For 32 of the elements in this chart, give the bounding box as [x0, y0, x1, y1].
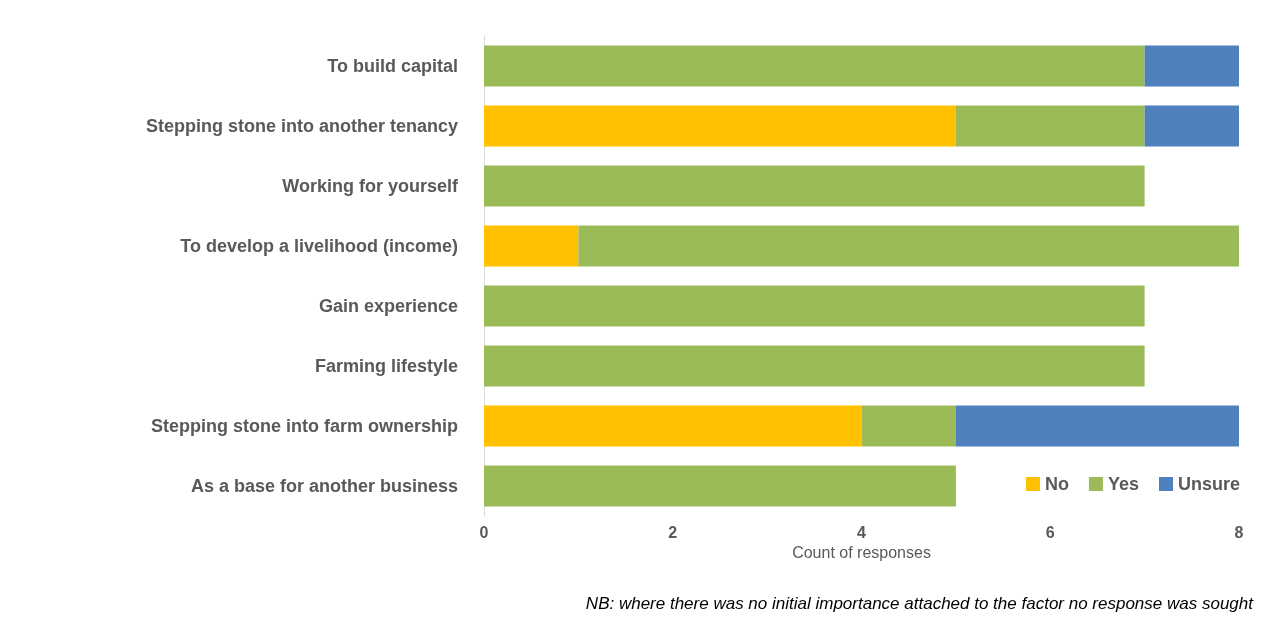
- bar: [1144, 45, 1239, 87]
- bar: [484, 105, 956, 147]
- x-tick-label: 4: [857, 523, 867, 541]
- y-tick-label: As a base for another business: [190, 476, 458, 496]
- legend-label: Yes: [1107, 474, 1139, 494]
- y-tick-label: Stepping stone into another tenancy: [145, 116, 458, 136]
- x-tick-label: 2: [668, 523, 678, 541]
- bar: [861, 405, 956, 447]
- x-tick-label: 0: [479, 523, 489, 541]
- legend-label: Unsure: [1177, 474, 1240, 494]
- bar: [484, 45, 1145, 87]
- text: NB: where there was no initial importance attached to the factor no response was sought: [585, 594, 1255, 613]
- bar: [484, 405, 862, 447]
- y-tick-label: Stepping stone into farm ownership: [150, 416, 458, 436]
- bar: [484, 285, 1145, 327]
- y-tick-label: To build capital: [327, 56, 458, 76]
- x-axis-title: Count of responses: [792, 544, 931, 562]
- bar: [955, 105, 1145, 147]
- bar: [484, 225, 579, 267]
- y-tick-label: To develop a livelihood (income): [180, 236, 458, 256]
- y-tick-label: Working for yourself: [282, 176, 459, 196]
- bar: [578, 225, 1239, 267]
- y-tick-label: Farming lifestyle: [314, 356, 458, 376]
- x-tick-label: 8: [1234, 523, 1244, 541]
- legend-label: No: [1044, 474, 1069, 494]
- bar: [484, 465, 956, 507]
- bar: [484, 345, 1145, 387]
- y-tick-label: Gain experience: [318, 296, 458, 316]
- bar: [484, 165, 1145, 207]
- x-tick-label: 6: [1045, 523, 1055, 541]
- bar: [1144, 105, 1239, 147]
- bar: [955, 405, 1239, 447]
